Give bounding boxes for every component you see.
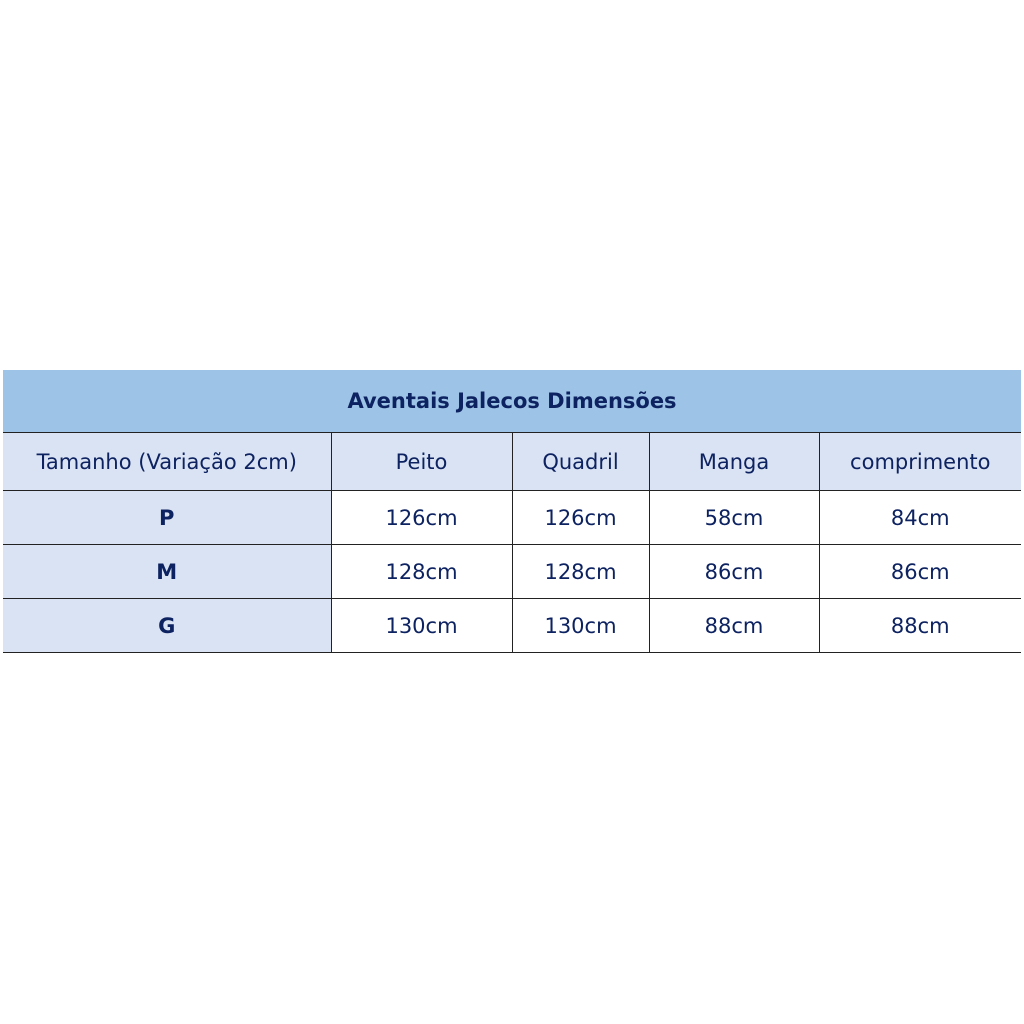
chest-cell: 130cm [330, 598, 513, 653]
table-row: G 130cm 130cm 88cm 88cm [3, 598, 1022, 653]
length-cell: 84cm [818, 490, 1022, 545]
table-row: P 126cm 126cm 58cm 84cm [3, 490, 1022, 545]
header-hip: Quadril [511, 432, 650, 491]
header-size: Tamanho (Variação 2cm) [3, 432, 332, 491]
length-cell: 88cm [818, 598, 1022, 653]
hip-cell: 126cm [511, 490, 650, 545]
size-cell: G [3, 598, 332, 653]
header-row: Tamanho (Variação 2cm) Peito Quadril Man… [3, 432, 1022, 491]
length-cell: 86cm [818, 544, 1022, 599]
hip-cell: 128cm [511, 544, 650, 599]
size-cell: M [3, 544, 332, 599]
header-length: comprimento [818, 432, 1022, 491]
sleeve-cell: 58cm [648, 490, 820, 545]
header-chest: Peito [330, 432, 513, 491]
hip-cell: 130cm [511, 598, 650, 653]
table-row: M 128cm 128cm 86cm 86cm [3, 544, 1022, 599]
sleeve-cell: 88cm [648, 598, 820, 653]
size-table: Aventais Jalecos Dimensões Tamanho (Vari… [3, 370, 1022, 653]
table-title: Aventais Jalecos Dimensões [3, 370, 1022, 433]
size-cell: P [3, 490, 332, 545]
header-sleeve: Manga [648, 432, 820, 491]
chest-cell: 128cm [330, 544, 513, 599]
chest-cell: 126cm [330, 490, 513, 545]
sleeve-cell: 86cm [648, 544, 820, 599]
